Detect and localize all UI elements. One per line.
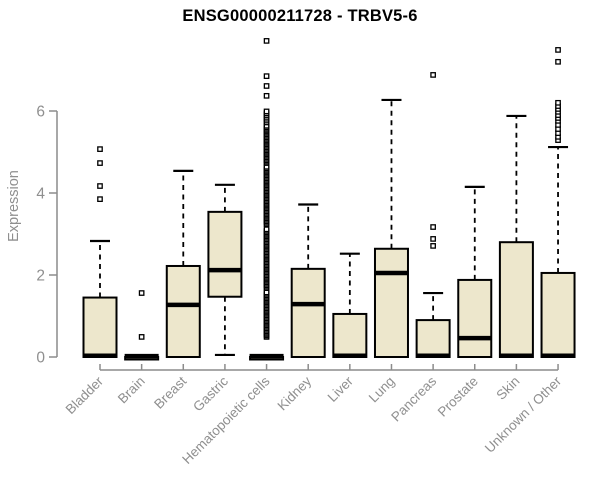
- chart-title: ENSG00000211728 - TRBV5-6: [182, 7, 418, 25]
- outlier-point: [555, 99, 561, 106]
- outlier-point: [97, 146, 103, 152]
- box-breast: [165, 264, 201, 359]
- outlier-point: [430, 236, 436, 242]
- outlier-point: [97, 160, 103, 166]
- outlier-point: [263, 92, 270, 99]
- x-tick-label: Bladder: [63, 373, 107, 417]
- y-tick-label: 6: [36, 104, 45, 121]
- box-gastric: [207, 210, 243, 298]
- x-tick-label: Breast: [151, 373, 189, 411]
- x-tick-label: Skin: [493, 374, 522, 403]
- outlier-point: [97, 183, 103, 189]
- outlier-point: [430, 243, 436, 249]
- outlier-point: [555, 58, 561, 65]
- outlier-point: [263, 226, 270, 233]
- y-tick-label: 4: [36, 186, 45, 203]
- outlier-point: [430, 224, 436, 230]
- outlier-point: [263, 38, 270, 44]
- x-tick-label: Brain: [115, 374, 148, 407]
- x-tick-label: Lung: [366, 374, 398, 406]
- outlier-point: [555, 47, 561, 53]
- box-bladder: [82, 296, 118, 358]
- outlier-point: [263, 73, 270, 79]
- x-tick-label: Prostate: [435, 374, 481, 420]
- outlier-point: [263, 83, 270, 89]
- box-prostate: [457, 278, 493, 359]
- y-tick-label: 2: [36, 268, 45, 285]
- box-liver: [332, 312, 368, 359]
- box-lung: [373, 247, 409, 358]
- outlier-point: [97, 196, 103, 202]
- y-tick-label: 0: [36, 350, 45, 367]
- outlier-point: [138, 334, 145, 340]
- box-pancreas: [415, 319, 451, 359]
- box-skin: [498, 241, 534, 358]
- x-tick-label: Kidney: [275, 373, 315, 413]
- outlier-point: [263, 108, 270, 115]
- x-tick-label: Liver: [325, 373, 357, 405]
- outlier-point: [138, 290, 145, 296]
- box-kidney: [290, 267, 326, 359]
- x-tick-label: Unknown / Other: [482, 373, 565, 456]
- x-tick-label: Gastric: [190, 373, 231, 414]
- outlier-point: [430, 72, 436, 78]
- box-unknown-other: [540, 271, 576, 359]
- x-tick-label: Pancreas: [388, 373, 439, 424]
